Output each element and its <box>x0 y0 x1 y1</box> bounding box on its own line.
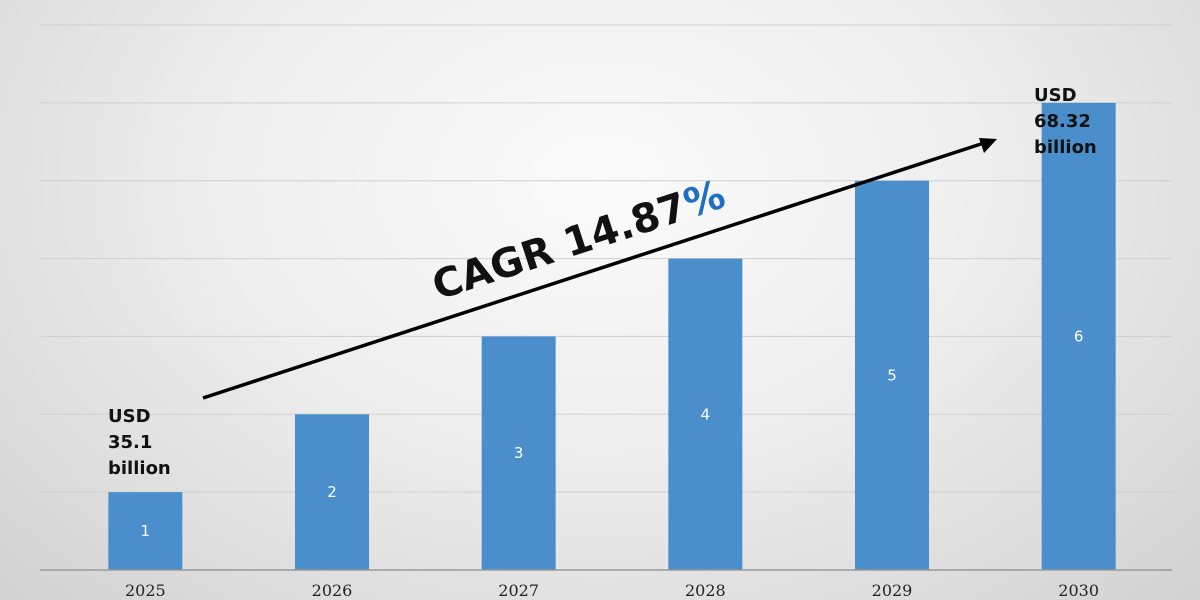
bar-2029 <box>855 180 929 570</box>
bar-value-label: 3 <box>514 444 524 462</box>
x-tick-label: 2029 <box>872 581 913 600</box>
bar-2027 <box>481 336 556 570</box>
bar-value-label: 2 <box>327 483 337 501</box>
bar-value-label: 5 <box>887 366 897 384</box>
bar-value-label: 1 <box>141 522 151 540</box>
x-tick-labels: 2025 2026 2027 2028 2029 2030 <box>125 581 1099 600</box>
bar-2028 <box>668 258 743 570</box>
start-value-annotation: USD 35.1 billion <box>108 406 171 479</box>
bar-2030 <box>1041 102 1116 570</box>
gridlines <box>40 24 1172 493</box>
start-currency: USD <box>108 406 151 427</box>
x-tick-label: 2028 <box>685 581 726 600</box>
end-currency: USD <box>1034 85 1077 106</box>
start-unit: billion <box>108 458 171 479</box>
bar-data-labels: 1 2 3 4 5 6 <box>141 327 1084 540</box>
x-tick-label: 2026 <box>312 581 353 600</box>
bar-value-label: 6 <box>1074 327 1084 345</box>
bar-2026 <box>295 414 369 570</box>
end-value-annotation: USD 68.32 billion <box>1034 85 1097 158</box>
growth-arrow <box>202 138 997 400</box>
end-amount: 68.32 <box>1034 111 1091 132</box>
x-tick-label: 2027 <box>498 581 539 600</box>
cagr-text: CAGR 14.87 <box>427 184 693 309</box>
x-tick-label: 2025 <box>125 581 166 600</box>
x-tick-label: 2030 <box>1058 581 1099 600</box>
bar-value-label: 4 <box>701 405 711 423</box>
end-unit: billion <box>1034 137 1097 158</box>
bar-2025 <box>108 492 183 570</box>
start-amount: 35.1 <box>108 432 152 453</box>
bars <box>108 102 1116 570</box>
